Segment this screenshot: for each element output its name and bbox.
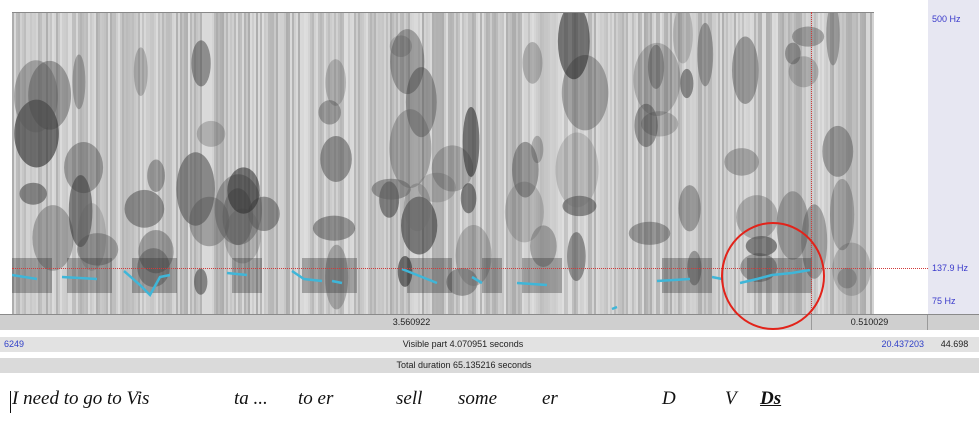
pitch-contour-segment	[226, 271, 248, 277]
selection-duration-bar: 3.560922 0.510029	[0, 314, 979, 330]
total-end-time: 44.698	[940, 339, 969, 349]
transcript-word: to er	[298, 388, 334, 409]
pitch-contour-segment	[291, 269, 323, 283]
spectrogram-panel[interactable]	[12, 12, 874, 315]
remaining-duration[interactable]: 0.510029	[812, 315, 928, 330]
transcript-word: I need to go to Vis	[12, 388, 150, 409]
sound-editor-window: 500 Hz 137.9 Hz 75 Hz 3.560922 0.510029 …	[0, 0, 979, 373]
pitch-contour-segment	[61, 275, 98, 281]
pitch-cursor-label: 137.9 Hz	[932, 263, 969, 273]
pitch-contour-segment	[12, 273, 38, 281]
pitch-contour-segment	[656, 277, 691, 283]
transcript-word: ta ...	[234, 388, 268, 409]
pitch-contour-segment	[611, 305, 618, 311]
text-cursor	[10, 391, 11, 413]
total-duration-label: Total duration 65.135216 seconds	[396, 360, 532, 370]
selected-duration[interactable]: 3.560922	[12, 315, 812, 330]
visible-part-label[interactable]: Visible part 4.070951 seconds	[402, 339, 524, 349]
frequency-axis: 500 Hz 137.9 Hz 75 Hz	[928, 0, 979, 328]
visible-start-time: 6249	[4, 339, 25, 349]
transcript-word: V	[725, 388, 737, 409]
transcript-word: Ds	[760, 388, 782, 409]
pitch-contour-segment	[123, 270, 171, 298]
frequency-min-label: 75 Hz	[932, 296, 956, 306]
selection-end-line	[811, 12, 812, 314]
spectrogram[interactable]	[12, 13, 874, 315]
transcript-word: er	[542, 388, 558, 409]
pitch-contour-segment	[401, 267, 438, 285]
pitch-contour-segment	[331, 279, 343, 285]
unselected-region[interactable]	[874, 12, 928, 314]
visible-part-bar: 6249 Visible part 4.070951 seconds 20.43…	[0, 337, 979, 352]
highlight-circle	[721, 222, 825, 330]
frequency-max-label: 500 Hz	[932, 14, 961, 24]
transcript-word: sell	[396, 388, 423, 409]
pitch-contour-segment	[711, 275, 723, 281]
pitch-contour-segment	[471, 275, 483, 285]
transcript-word: D	[662, 388, 676, 409]
pitch-cursor-line	[12, 268, 928, 269]
transcript-line: I need to go to Vis ta ... to er sell so…	[8, 388, 968, 418]
transcript-word: some	[458, 388, 498, 409]
total-duration-bar[interactable]: Total duration 65.135216 seconds	[0, 358, 979, 373]
visible-end-time: 20.437203	[881, 339, 924, 349]
pitch-contour-segment	[516, 281, 548, 287]
